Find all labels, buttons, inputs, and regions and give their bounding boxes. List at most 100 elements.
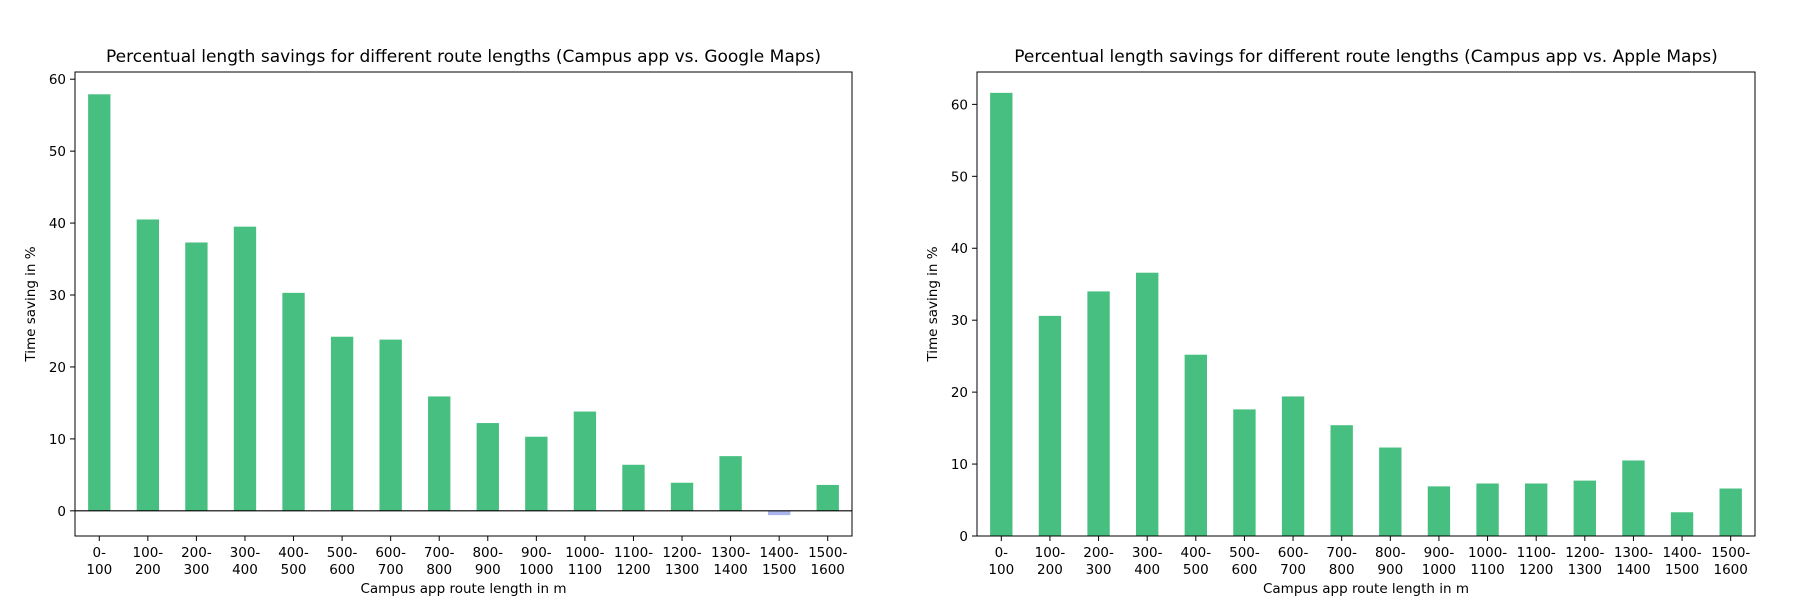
- x-tick-label: 400: [232, 562, 258, 578]
- bar: [1476, 483, 1499, 536]
- x-tick-label: 100: [988, 562, 1014, 578]
- x-tick-label: 200-: [1083, 545, 1114, 561]
- x-tick-label: 700: [378, 562, 404, 578]
- x-tick-label: 1500-: [808, 545, 847, 561]
- x-tick-label: 1100-: [614, 545, 653, 561]
- bar: [670, 482, 694, 511]
- x-tick-label: 1600: [811, 562, 845, 578]
- y-tick-label: 0: [57, 504, 66, 520]
- bar: [1427, 486, 1451, 536]
- y-tick-label: 10: [49, 432, 66, 448]
- y-tick-label: 60: [951, 97, 968, 113]
- bar: [990, 92, 1013, 537]
- y-tick-label: 30: [49, 288, 66, 304]
- bar: [1233, 409, 1256, 536]
- y-axis-label: Time saving in %: [23, 246, 39, 362]
- bar: [1330, 425, 1353, 536]
- x-tick-label: 700-: [1326, 545, 1357, 561]
- y-tick-label: 0: [959, 529, 968, 545]
- x-tick-label: 1400-: [760, 545, 799, 561]
- x-tick-label: 400-: [1180, 545, 1211, 561]
- x-tick-label: 100: [86, 562, 112, 578]
- x-tick-label: 100-: [133, 545, 164, 561]
- y-tick-label: 40: [49, 216, 66, 232]
- y-axis-label: Time saving in %: [925, 246, 941, 362]
- bar: [767, 510, 791, 516]
- x-tick-label: 200: [1037, 562, 1063, 578]
- x-tick-label: 200-: [181, 545, 212, 561]
- x-tick-label: 500-: [1229, 545, 1260, 561]
- x-tick-label: 1500: [1665, 562, 1699, 578]
- x-tick-label: 900-: [1424, 545, 1455, 561]
- bar: [1038, 315, 1062, 536]
- bar: [1719, 488, 1742, 536]
- bar: [136, 219, 160, 511]
- y-tick-label: 50: [49, 144, 66, 160]
- x-tick-label: 200: [135, 562, 161, 578]
- x-axis-label: Campus app route length in m: [1263, 581, 1469, 597]
- y-tick-label: 50: [951, 169, 968, 185]
- y-tick-label: 10: [951, 457, 968, 473]
- x-tick-label: 1100-: [1517, 545, 1556, 561]
- x-tick-label: 800-: [1375, 545, 1406, 561]
- x-tick-label: 1100: [568, 562, 602, 578]
- x-tick-label: 0-: [995, 545, 1009, 561]
- x-tick-label: 1200-: [1565, 545, 1604, 561]
- x-tick-label: 1400-: [1662, 545, 1701, 561]
- x-tick-label: 1300: [1568, 562, 1602, 578]
- x-tick-label: 1300: [665, 562, 699, 578]
- x-axis-label: Campus app route length in m: [360, 581, 566, 597]
- bar: [1184, 354, 1207, 536]
- x-tick-label: 400: [1134, 562, 1160, 578]
- plot-frame: [74, 71, 853, 537]
- bar: [330, 336, 354, 511]
- x-tick-label: 1500-: [1711, 545, 1750, 561]
- x-tick-label: 1000-: [565, 545, 604, 561]
- bar: [233, 226, 257, 511]
- x-tick-label: 300-: [230, 545, 261, 561]
- bar: [622, 464, 645, 511]
- bar: [185, 242, 208, 511]
- chart-panel-2: 01020304050600-100100-200200-300300-4004…: [925, 47, 1756, 597]
- x-tick-label: 500: [281, 562, 307, 578]
- bar: [1670, 512, 1694, 536]
- bar: [88, 94, 111, 511]
- bar: [816, 484, 839, 511]
- x-tick-label: 800: [426, 562, 452, 578]
- x-tick-label: 800-: [472, 545, 503, 561]
- bar: [1379, 447, 1402, 536]
- x-tick-label: 1200: [1519, 562, 1553, 578]
- x-tick-label: 900: [475, 562, 501, 578]
- x-tick-label: 1600: [1714, 562, 1748, 578]
- x-tick-label: 500: [1183, 562, 1209, 578]
- bar: [1525, 483, 1548, 536]
- x-tick-label: 300-: [1132, 545, 1163, 561]
- bar: [282, 292, 305, 511]
- x-tick-label: 900-: [521, 545, 552, 561]
- x-tick-label: 1000: [1422, 562, 1456, 578]
- y-tick-label: 20: [951, 385, 968, 401]
- bar: [428, 396, 451, 511]
- bar: [1136, 272, 1159, 536]
- x-tick-label: 1000: [519, 562, 553, 578]
- bar: [1281, 396, 1305, 536]
- x-tick-label: 700: [1280, 562, 1306, 578]
- x-tick-label: 1200-: [662, 545, 701, 561]
- y-tick-label: 40: [951, 241, 968, 257]
- x-tick-label: 300: [184, 562, 210, 578]
- y-tick-label: 30: [951, 313, 968, 329]
- x-tick-label: 800: [1329, 562, 1355, 578]
- x-tick-label: 500-: [327, 545, 358, 561]
- bar: [1573, 480, 1596, 536]
- bar: [476, 423, 499, 511]
- x-tick-label: 1200: [616, 562, 650, 578]
- bar: [719, 456, 742, 511]
- chart-title: Percentual length savings for different …: [106, 47, 821, 67]
- bar: [525, 436, 548, 511]
- x-tick-label: 900: [1377, 562, 1403, 578]
- bar: [379, 339, 402, 511]
- x-tick-label: 600: [329, 562, 355, 578]
- x-tick-label: 1400: [1616, 562, 1650, 578]
- x-tick-label: 1300-: [711, 545, 750, 561]
